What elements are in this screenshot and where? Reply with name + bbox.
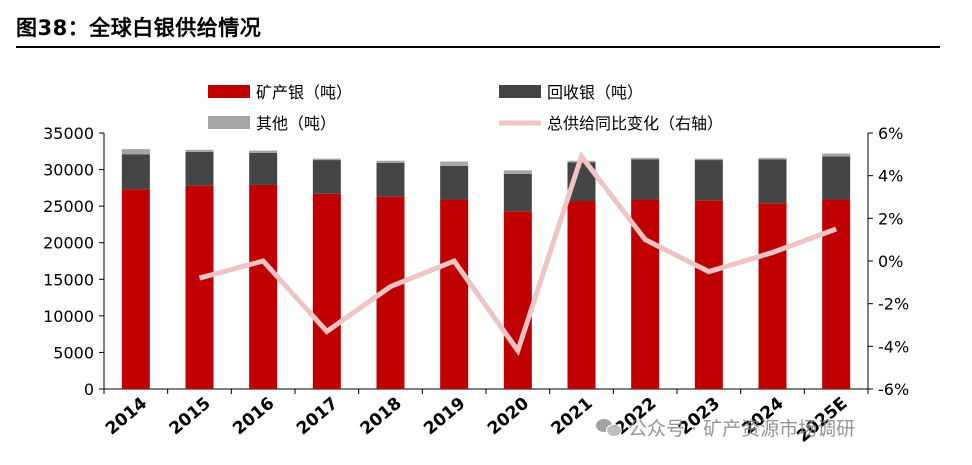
wechat-icon (596, 416, 622, 438)
bar-other (440, 161, 469, 166)
right-tick-label: 6% (878, 124, 903, 143)
title-rule (16, 46, 940, 48)
bar-recycled-silver (440, 165, 469, 200)
bar-recycled-silver (758, 159, 787, 204)
bar-other (822, 153, 851, 157)
legend-other-swatch (208, 116, 250, 129)
bar-mine-silver (694, 200, 723, 389)
bar-recycled-silver (121, 154, 150, 190)
right-tick-label: -4% (878, 337, 909, 356)
x-tick-label: 2021 (548, 394, 597, 440)
bar-recycled-silver (312, 160, 341, 194)
bar-other (503, 170, 532, 174)
bar-recycled-silver (376, 162, 405, 197)
left-tick-label: 35000 (43, 124, 94, 143)
bar-mine-silver (822, 199, 851, 389)
bar-mine-silver (503, 211, 532, 389)
bar-recycled-silver (249, 152, 278, 185)
bar-other (185, 149, 214, 153)
bar-recycled-silver (185, 152, 214, 186)
bar-recycled-silver (822, 156, 851, 200)
x-tick-label: 2016 (229, 394, 278, 440)
legend-recycled-label: 回收银（吨） (547, 83, 643, 102)
legend-recycled-swatch (499, 85, 541, 98)
left-tick-label: 30000 (43, 161, 94, 180)
watermark: 公众号 · 矿产资源市场调研 (596, 412, 855, 442)
bar-recycled-silver (631, 159, 660, 200)
bar-other (631, 157, 660, 160)
x-tick-label: 2014 (102, 393, 151, 439)
bar-mine-silver (758, 203, 787, 389)
bar-other (376, 160, 405, 163)
x-tick-label: 2015 (166, 394, 215, 440)
bar-recycled-silver (694, 160, 723, 201)
x-tick-label: 2020 (484, 393, 533, 439)
chart-title: 图38：全球白银供给情况 (16, 16, 262, 40)
bar-other (694, 158, 723, 161)
left-tick-label: 10000 (43, 307, 94, 326)
bar-other (121, 149, 150, 155)
bar-mine-silver (249, 184, 278, 389)
legend-other-label: 其他（吨） (256, 114, 336, 133)
legend-mine-label: 矿产银（吨） (256, 83, 352, 102)
x-tick-label: 2019 (420, 394, 469, 440)
bar-other (758, 157, 787, 160)
watermark-text: 公众号 · 矿产资源市场调研 (628, 417, 856, 440)
legend-growth-label: 总供给同比变化（右轴） (547, 114, 723, 133)
bar-mine-silver (185, 185, 214, 389)
bar-recycled-silver (503, 173, 532, 212)
right-tick-label: -2% (878, 295, 909, 314)
right-tick-label: 2% (878, 209, 903, 228)
x-tick-label: 2018 (357, 394, 406, 440)
left-tick-label: 25000 (43, 197, 94, 216)
right-tick-label: 4% (878, 167, 903, 186)
bar-mine-silver (312, 193, 341, 389)
bar-mine-silver (567, 201, 596, 389)
left-tick-label: 5000 (53, 343, 94, 362)
right-tick-label: -6% (878, 380, 909, 399)
bar-mine-silver (440, 199, 469, 389)
left-tick-label: 15000 (43, 270, 94, 289)
x-tick-label: 2017 (293, 394, 342, 440)
bar-other (249, 150, 278, 153)
left-tick-label: 20000 (43, 234, 94, 253)
bar-mine-silver (121, 189, 150, 389)
bar-other (312, 158, 341, 161)
legend-mine-swatch (208, 85, 250, 98)
right-tick-label: 0% (878, 252, 903, 271)
left-tick-label: 0 (84, 380, 94, 399)
